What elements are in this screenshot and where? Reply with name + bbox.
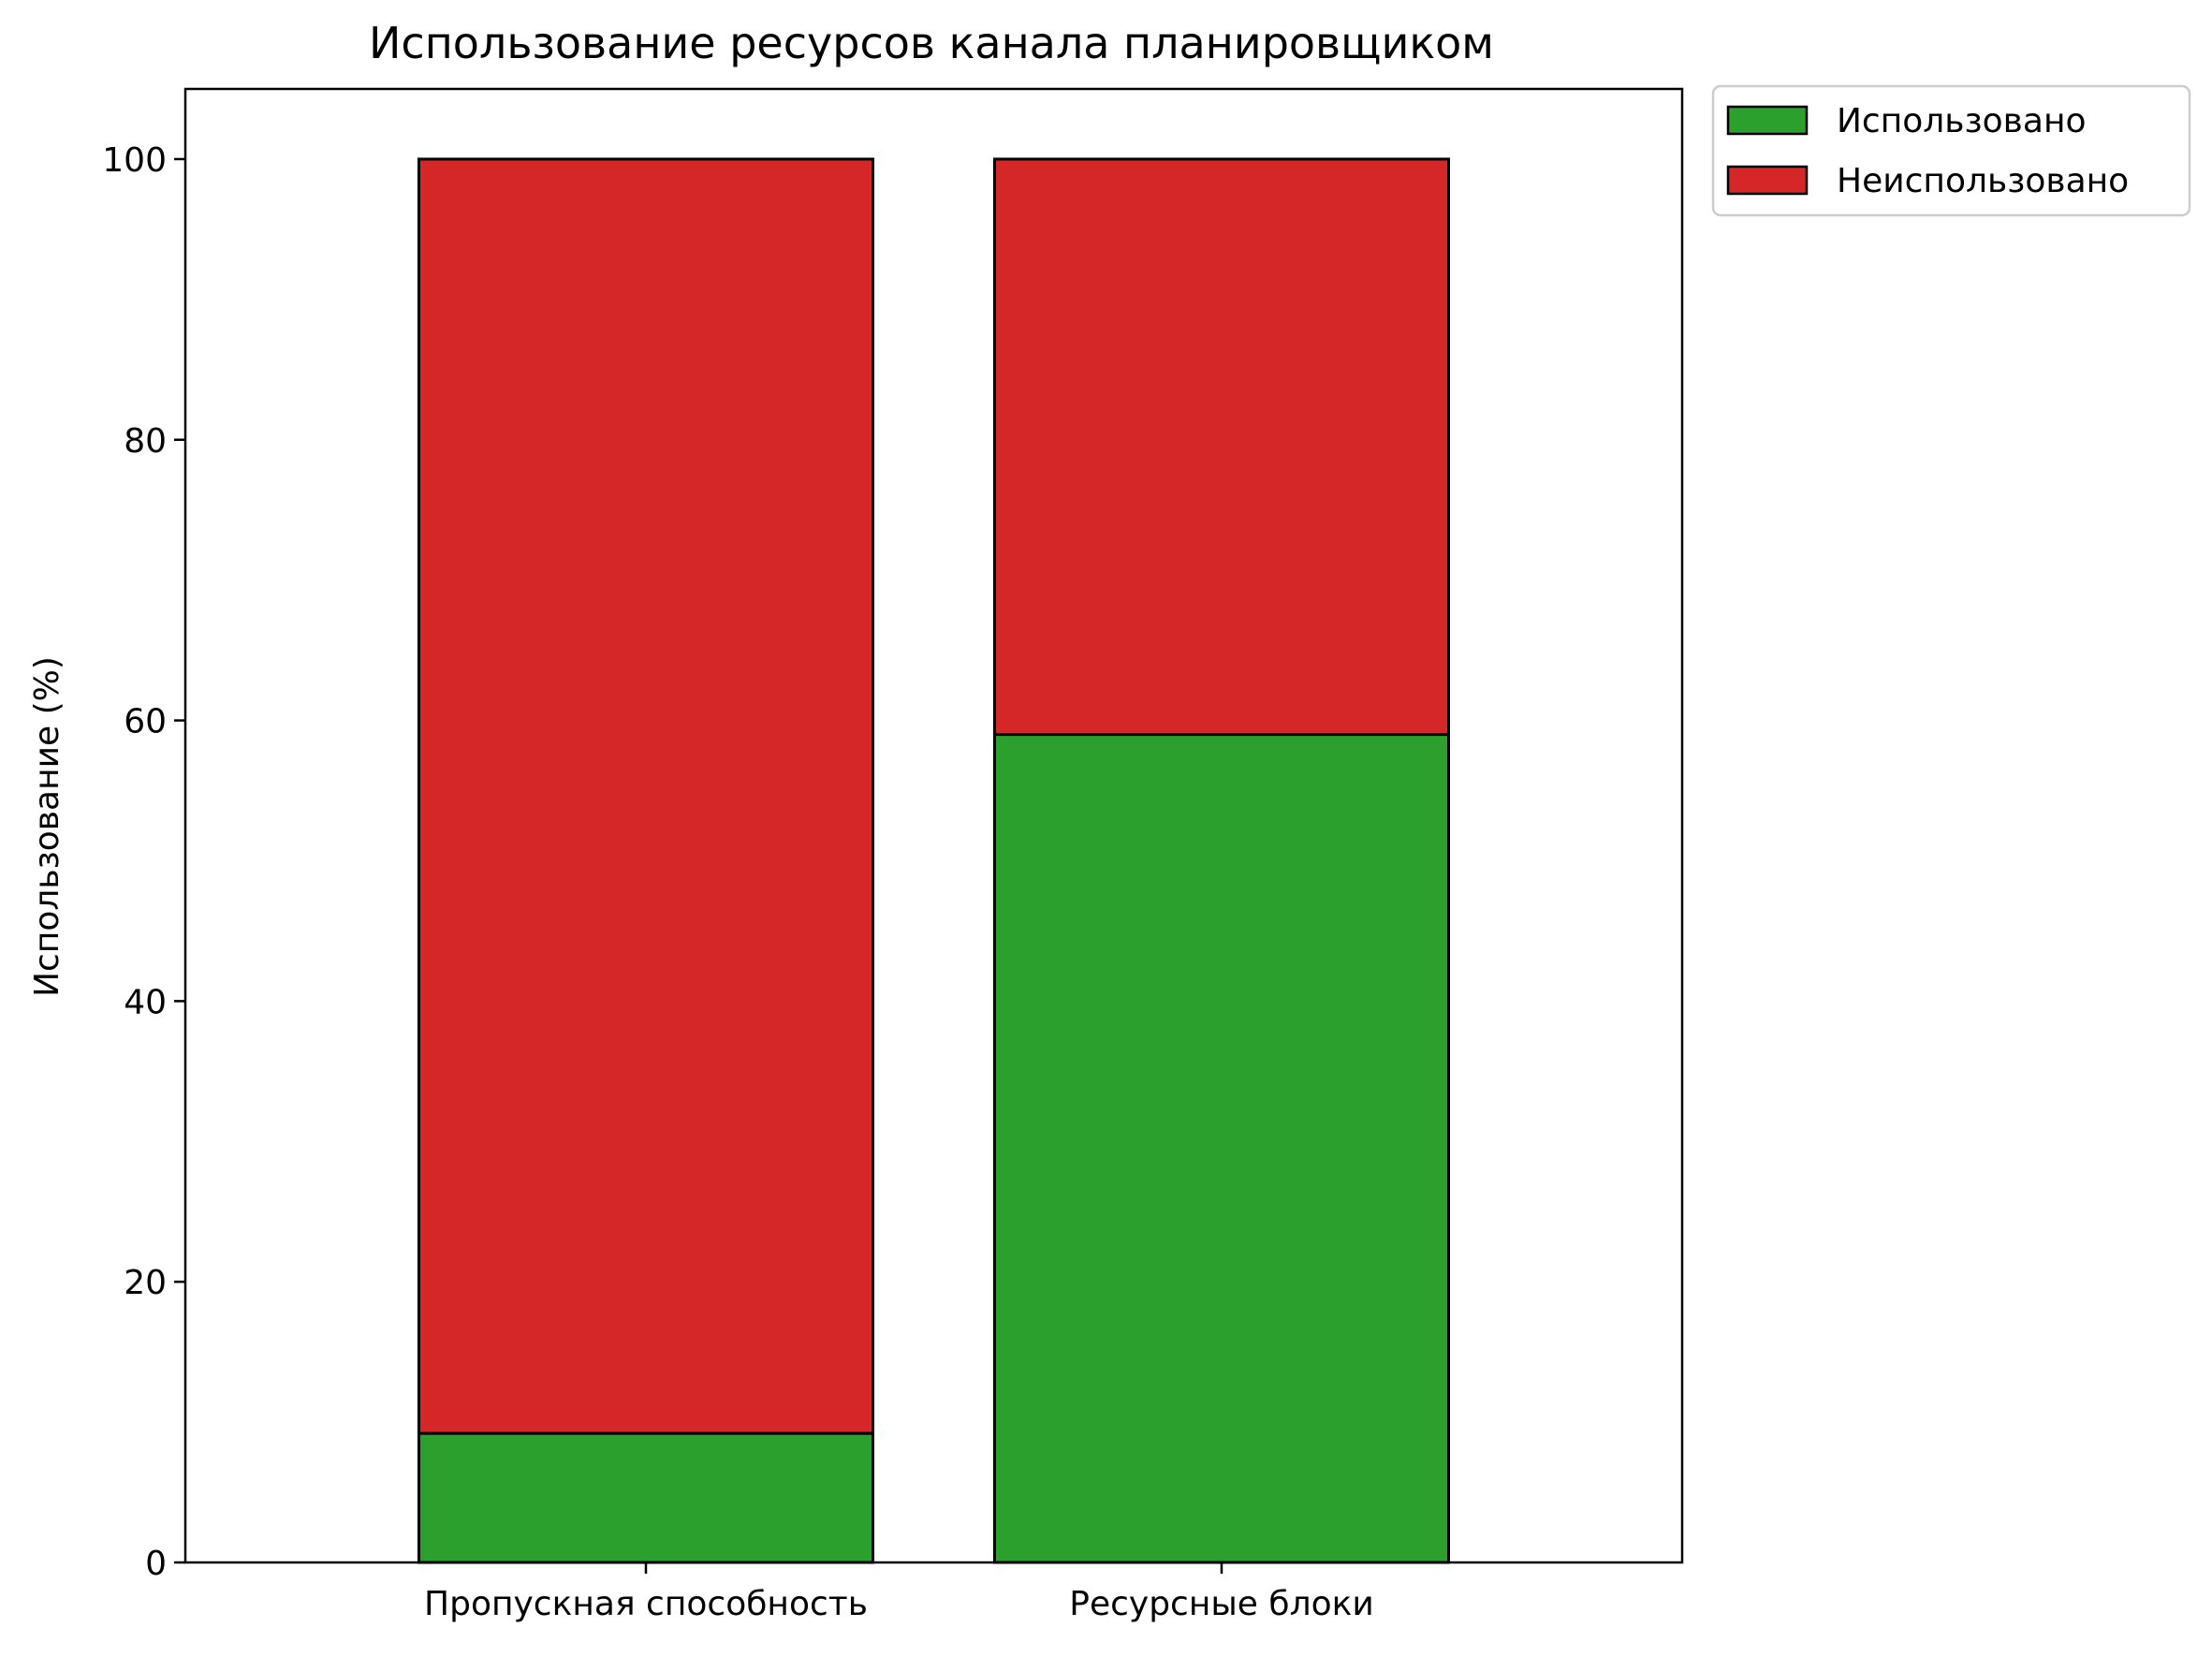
legend-box	[1711, 84, 2191, 217]
x-tick-label-0: Пропускная способность	[424, 1585, 868, 1623]
legend-swatch-1	[1726, 165, 1809, 196]
bar-unused-1	[993, 157, 1450, 737]
plot-area: 0 20 40 60 80 100 Пропускная способность Ресурс…	[102, 87, 1684, 1623]
bar-unused-0	[417, 157, 874, 1435]
y-axis-label: Использование (%)	[28, 656, 66, 997]
y-tick-label-100: 100	[102, 141, 167, 180]
axes-frame	[183, 87, 1684, 1564]
chart-title: Использование ресурсов канала планировщи…	[369, 18, 1494, 68]
bar-used-1	[993, 733, 1450, 1564]
y-tick-label-60: 60	[124, 703, 167, 741]
y-tick-label-20: 20	[124, 1264, 167, 1302]
y-tick-label-80: 80	[124, 422, 167, 461]
y-tick-label-0: 0	[145, 1545, 167, 1583]
legend-label-0: Использовано	[1837, 102, 2087, 140]
bar-used-0	[417, 1431, 874, 1564]
x-tick-label-1: Ресурсные блоки	[1069, 1585, 1374, 1623]
legend-label-1: Неиспользовано	[1837, 162, 2129, 200]
legend: Использовано Неиспользовано	[1711, 84, 2191, 217]
y-tick-label-40: 40	[124, 983, 167, 1021]
legend-swatch-0	[1726, 105, 1809, 136]
